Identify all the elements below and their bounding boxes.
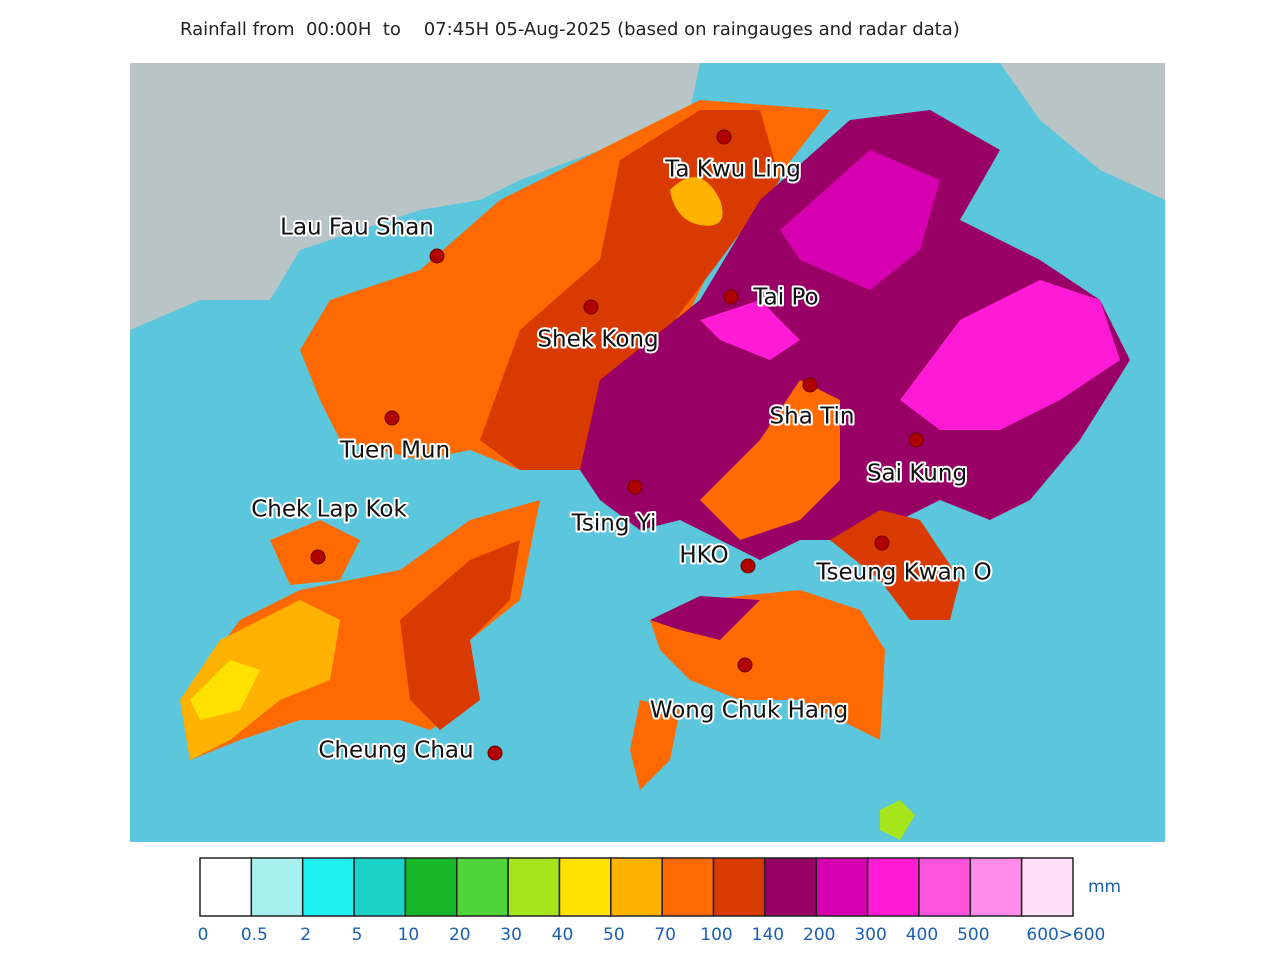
legend-swatch [969,857,1023,917]
station-marker [874,535,890,551]
legend-tick-label: 600 [1026,925,1058,945]
shenzhen-land [130,63,700,330]
legend-swatch [815,857,869,917]
rain-po-toi [880,800,915,840]
station-marker [908,432,924,448]
rain-200-300-taipo [700,300,800,360]
station-label: Ta Kwu Ling [664,157,801,183]
legend-swatch [918,857,972,917]
rain-200-300-north [780,150,940,290]
station-label: HKO [679,543,728,569]
legend-swatch [353,857,407,917]
station-label: Tseung Kwan O [815,560,991,586]
legend-tick-label: 40 [552,925,574,945]
legend-swatch [558,857,612,917]
map-title: Rainfall from 00:00H to 07:45H 05-Aug-20… [180,19,960,40]
station-label: Tsing Yi [571,511,657,537]
station-label: Sha Tin [770,404,855,430]
legend-swatch [301,857,355,917]
legend-swatch [1020,857,1074,917]
legend-swatch [712,857,766,917]
legend-swatch [199,857,253,917]
station-marker [716,129,732,145]
station-label: Wong Chuk Hang [650,698,848,724]
station-marker [583,299,599,315]
legend-swatch [661,857,715,917]
legend-swatch [610,857,663,917]
station-label: Tuen Mun [339,438,450,464]
rain-lantau-tip [190,660,260,720]
rain-70-100-shatin [700,380,840,540]
station-marker [740,558,756,574]
station-label: Tai Po [752,285,818,311]
station-marker [802,377,818,393]
legend-swatch [866,857,920,917]
legend-tick-label: 2 [300,925,311,945]
legend-tick-label: 400 [906,925,938,945]
rain-lantau-east [400,540,520,730]
legend-swatch [507,857,561,917]
legend-tick-label: 140 [752,925,784,945]
station-label: Lau Fau Shan [280,215,434,241]
legend-tick-label: 0 [198,925,209,945]
station-label: Chek Lap Kok [251,497,407,523]
station-marker [429,248,445,264]
rain-lamma [630,700,680,790]
station-marker [723,289,739,305]
rain-hk-north [650,596,760,640]
legend-swatch [764,857,817,917]
station-label: Cheung Chau [318,738,473,764]
station-label: Shek Kong [537,327,658,353]
legend-tick-label: 10 [398,925,420,945]
station-marker [310,549,326,565]
legend-tick-label: 0.5 [241,925,268,945]
rain-300-400-east [900,280,1120,430]
legend-tick-label: 30 [500,925,522,945]
legend-tick-label: 100 [700,925,732,945]
rain-140-200 [580,110,1130,560]
legend-tick-label: 300 [854,925,886,945]
station-marker [627,479,643,495]
station-marker [384,410,400,426]
legend: 0 0.5 2 5 10 20 30 40 50 70 100 140 200 300 400 500 600 >… [198,857,1106,945]
legend-tick-label: 5 [352,925,363,945]
legend-tick-label: 50 [603,925,625,945]
legend-swatch [456,857,509,917]
legend-unit: mm [1088,877,1121,897]
legend-tick-label: 500 [957,925,989,945]
legend-swatch [250,857,304,917]
legend-tick-label: >600 [1059,925,1106,945]
legend-tick-label: 200 [803,925,835,945]
stations: Ta Kwu Ling Lau Fau Shan Tai Po Shek Kong Sh… [249,129,994,766]
station-label: Sai Kung [867,461,967,487]
rain-50-70 [670,177,723,226]
land-ne [1000,63,1165,200]
rain-lantau-west [180,600,340,760]
legend-tick-label: 20 [449,925,471,945]
legend-swatch [404,857,458,917]
station-marker [737,657,753,673]
legend-tick-label: 70 [654,925,676,945]
station-marker [487,745,503,761]
map [130,63,1165,842]
rain-100-140-tko [830,510,960,620]
